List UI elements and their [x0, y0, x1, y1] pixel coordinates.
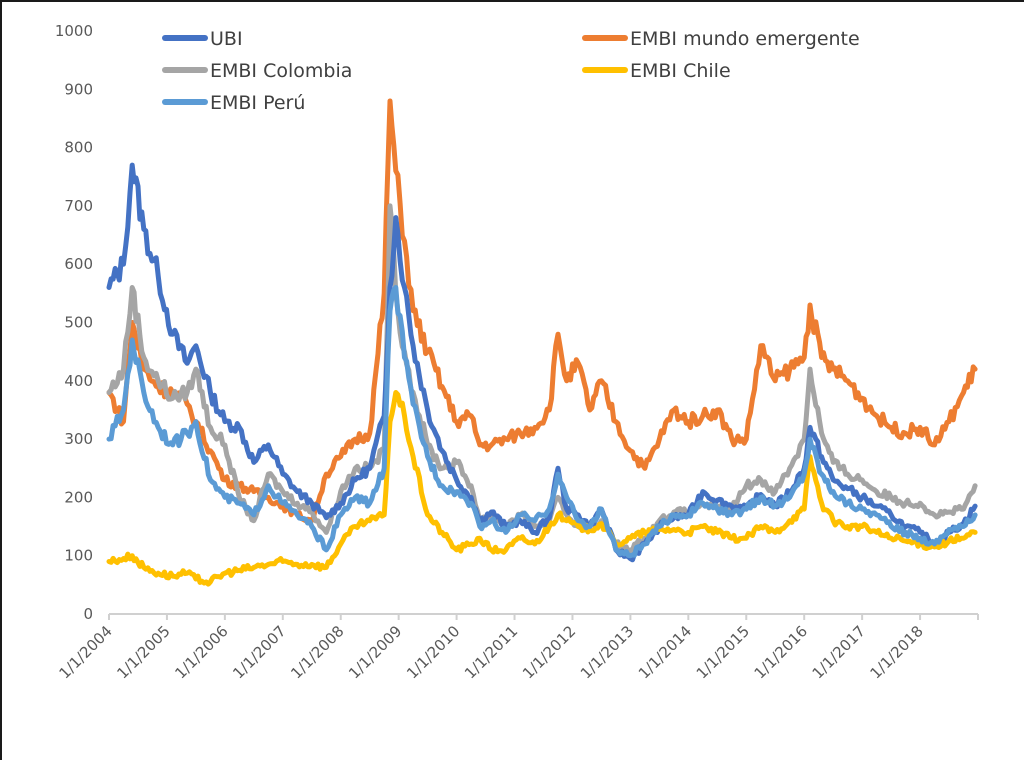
legend-label: EMBI Chile: [630, 60, 731, 82]
legend-label: UBI: [210, 28, 243, 50]
x-tick-label: 1/1/2008: [287, 622, 347, 682]
legend-label: EMBI Perú: [210, 92, 305, 114]
y-tick-label: 100: [64, 547, 93, 565]
y-tick-label: 0: [83, 605, 93, 623]
x-tick-label: 1/1/2016: [751, 622, 811, 682]
y-tick-label: 700: [64, 197, 93, 215]
y-tick-label: 1000: [55, 22, 93, 40]
legend-item: UBI: [162, 28, 243, 50]
y-tick-label: 400: [64, 372, 93, 390]
x-tick-label: 1/1/2009: [345, 622, 405, 682]
series-line-embi-chile: [106, 390, 978, 587]
x-tick-label: 1/1/2013: [577, 622, 637, 682]
x-tick-label: 1/1/2007: [229, 622, 289, 682]
legend-item: EMBI Colombia: [162, 60, 352, 82]
legend-item: EMBI mundo emergente: [582, 28, 860, 50]
legend-label: EMBI mundo emergente: [630, 28, 860, 50]
legend-item: EMBI Chile: [582, 60, 731, 82]
y-tick-label: 800: [64, 139, 93, 157]
y-tick-label: 900: [64, 80, 93, 98]
x-tick-label: 1/1/2012: [519, 622, 579, 682]
series-line-ubi: [106, 162, 978, 563]
series-layer: [106, 98, 978, 587]
x-tick-label: 1/1/2018: [867, 622, 927, 682]
y-tick-label: 200: [64, 488, 93, 506]
x-tick-label: 1/1/2015: [693, 622, 753, 682]
x-tick-label: 1/1/2011: [461, 622, 521, 682]
y-tick-label: 300: [64, 430, 93, 448]
x-tick-label: 1/1/2004: [55, 622, 115, 682]
x-tick-label: 1/1/2005: [113, 622, 173, 682]
series-line-embi-mundo-emergente: [106, 98, 978, 524]
legend-label: EMBI Colombia: [210, 60, 352, 82]
y-axis: 0 100 200 300 400 500 600 700 800 900 1000: [55, 22, 93, 623]
x-axis: 1/1/20041/1/20051/1/20061/1/20071/1/2008…: [55, 613, 979, 682]
y-tick-label: 500: [64, 314, 93, 332]
x-tick-label: 1/1/2010: [403, 622, 463, 682]
legend-item: EMBI Perú: [162, 92, 305, 114]
x-tick-label: 1/1/2006: [171, 622, 231, 682]
y-tick-label: 600: [64, 255, 93, 273]
series-line-embi-per-: [106, 285, 978, 559]
x-tick-label: 1/1/2017: [809, 622, 869, 682]
x-tick-label: 1/1/2014: [635, 622, 695, 682]
legend: UBI EMBI Colombia EMBI Perú EMBI mundo emer…: [162, 28, 860, 114]
